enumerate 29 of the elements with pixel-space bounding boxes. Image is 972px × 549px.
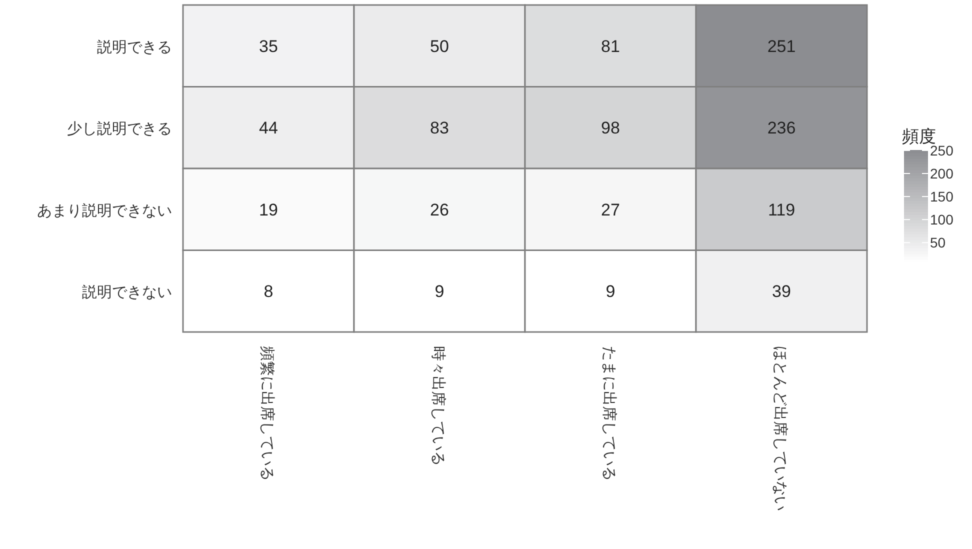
data-label: 26 xyxy=(430,200,449,220)
x-tick-label: たまに出席している xyxy=(600,346,618,481)
data-label: 39 xyxy=(772,282,791,302)
data-label: 8 xyxy=(264,282,274,302)
y-tick-label: 説明できない xyxy=(82,284,172,302)
y-tick-label: あまり説明できない xyxy=(37,202,172,220)
y-tick-label: 説明できる xyxy=(97,38,172,56)
data-label: 251 xyxy=(767,36,796,56)
x-tick-label: ほとんど出席していない xyxy=(772,346,788,511)
data-label: 81 xyxy=(601,36,620,56)
color-bar-label: 200 xyxy=(930,166,954,182)
color-bar-label: 50 xyxy=(930,234,946,251)
data-label: 83 xyxy=(430,118,449,138)
data-label: 50 xyxy=(430,36,449,56)
data-label: 236 xyxy=(767,118,796,138)
data-label: 98 xyxy=(601,118,620,138)
data-label: 9 xyxy=(606,282,616,302)
color-bar-label: 100 xyxy=(930,212,954,228)
data-label: 44 xyxy=(259,118,278,138)
data-label: 27 xyxy=(601,200,620,220)
legend-title: 頻度 xyxy=(902,127,936,146)
data-label: 35 xyxy=(259,36,278,56)
data-label: 9 xyxy=(434,282,444,302)
x-tick-label: 時々出席している xyxy=(430,346,446,466)
data-label: 19 xyxy=(259,200,278,220)
y-tick-label: 少し説明できる xyxy=(67,120,172,138)
data-label: 119 xyxy=(768,200,796,220)
color-bar-label: 150 xyxy=(930,188,954,205)
x-tick-label: 頻繁に出席している xyxy=(258,346,276,481)
